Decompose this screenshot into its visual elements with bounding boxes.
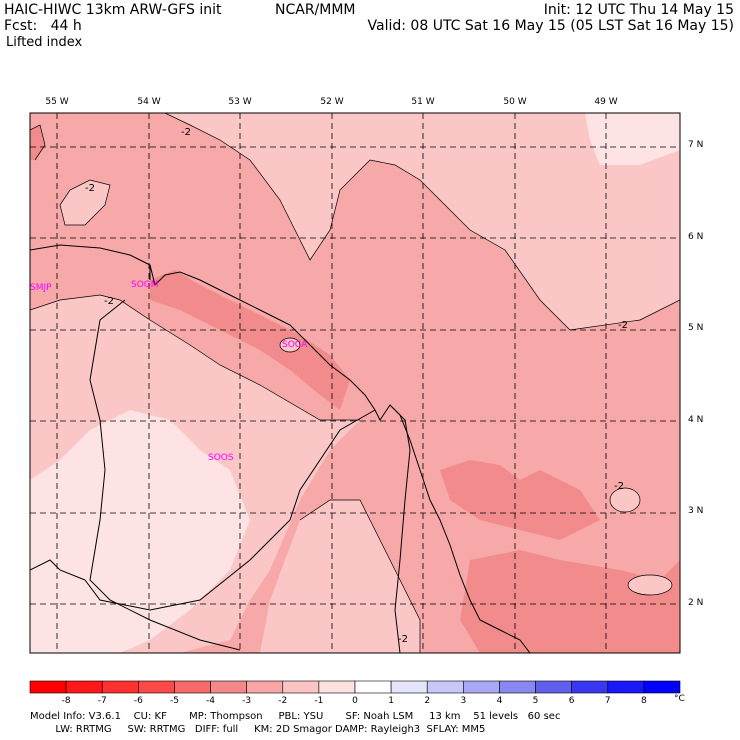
coastline xyxy=(30,244,531,653)
lon-label: 54 W xyxy=(137,97,161,107)
station-label: SMJP xyxy=(30,283,52,293)
contour-label: -2 xyxy=(618,320,628,331)
station-label: SOGM xyxy=(131,280,159,290)
contour-line xyxy=(299,499,421,653)
colorbar-tick-label: 5 xyxy=(532,696,539,706)
contour-label: -2 xyxy=(85,183,95,194)
contour-label: -2 xyxy=(104,296,114,307)
lat-label: 5 N xyxy=(688,323,704,333)
station-label: SOOS xyxy=(208,453,234,463)
border-line xyxy=(30,559,86,581)
lon-label: 55 W xyxy=(45,97,69,107)
valid-time: Valid: 08 UTC Sat 16 May 15 (05 LST Sat … xyxy=(367,18,734,34)
org-label: NCAR/MMM xyxy=(275,2,356,18)
colorbar-tick-label: 8 xyxy=(641,696,647,706)
colorbar-tick-label: 4 xyxy=(496,696,503,706)
colorbar-tick-label: -1 xyxy=(314,696,324,706)
colorbar-tick-label: -2 xyxy=(278,696,288,706)
init-time: Init: 12 UTC Thu 14 May 15 xyxy=(543,2,734,18)
contour-line xyxy=(627,574,673,596)
contour-line xyxy=(164,113,680,331)
colorbar-tick-label: -7 xyxy=(97,696,107,706)
shade-level-m2 xyxy=(165,113,680,330)
map-frame xyxy=(29,112,681,654)
lon-label: 49 W xyxy=(594,97,618,107)
lat-label: 2 N xyxy=(688,598,704,608)
border-line xyxy=(84,409,376,611)
forecast-hour: Fcst: 44 h xyxy=(4,18,82,34)
colorbar-tick-label: 1 xyxy=(388,696,394,706)
shade-level-m2 xyxy=(60,180,110,225)
shade-level-m1 xyxy=(30,410,250,653)
contour-line xyxy=(30,124,46,161)
physics-info: LW: RRTMG SW: RRTMG DIFF: full KM: 2D Sm… xyxy=(30,724,486,735)
colorbar-tick-label: -3 xyxy=(242,696,252,706)
colorbar-tick-label: 7 xyxy=(604,696,611,706)
shade-level-m4 xyxy=(30,125,45,160)
lon-label: 52 W xyxy=(320,97,344,107)
contour-label: -2 xyxy=(614,481,624,492)
contour-line xyxy=(59,179,111,226)
graticule xyxy=(30,113,680,653)
lon-label: 51 W xyxy=(411,97,435,107)
colorbar-tick-label: 2 xyxy=(424,696,431,706)
colorbar-tick-label: -5 xyxy=(169,696,179,706)
colorbar-tick-label: 0 xyxy=(352,696,358,706)
contour-line xyxy=(279,337,301,353)
shade-level-m1 xyxy=(585,113,680,165)
contour-label: -2 xyxy=(398,634,408,645)
lat-label: 4 N xyxy=(688,415,704,425)
colorbar-tick-label: -6 xyxy=(133,696,143,706)
contour-label: -2 xyxy=(181,127,191,138)
lat-label: 7 N xyxy=(688,140,704,150)
colorbar-tick-label: 6 xyxy=(568,696,575,706)
shade-level-m2 xyxy=(628,575,672,595)
station-label: SOCA xyxy=(282,340,308,350)
border-line xyxy=(389,404,411,653)
shade-level-m4 xyxy=(440,460,600,540)
shade-level-m2 xyxy=(610,488,640,512)
shade-level-m2 xyxy=(280,338,300,352)
colorbar-unit: °C xyxy=(674,694,685,704)
contour-line xyxy=(30,294,360,421)
contour-line xyxy=(609,487,641,513)
border-line xyxy=(89,299,241,651)
shade-level-m2 xyxy=(260,500,420,653)
lon-label: 50 W xyxy=(503,97,527,107)
lat-label: 3 N xyxy=(688,506,704,516)
model-title: HAIC-HIWC 13km ARW-GFS init xyxy=(4,2,222,18)
colorbar-tick-label: -4 xyxy=(206,696,216,706)
model-info: Model Info: V3.6.1 CU: KF MP: Thompson P… xyxy=(30,711,561,722)
shade-level-m4 xyxy=(150,270,350,410)
colorbar-tick-label: -8 xyxy=(61,696,71,706)
colorbar-tick-label: 3 xyxy=(460,696,467,706)
field-name: Lifted index xyxy=(6,35,83,50)
lon-label: 53 W xyxy=(228,97,252,107)
lat-label: 6 N xyxy=(688,232,704,242)
